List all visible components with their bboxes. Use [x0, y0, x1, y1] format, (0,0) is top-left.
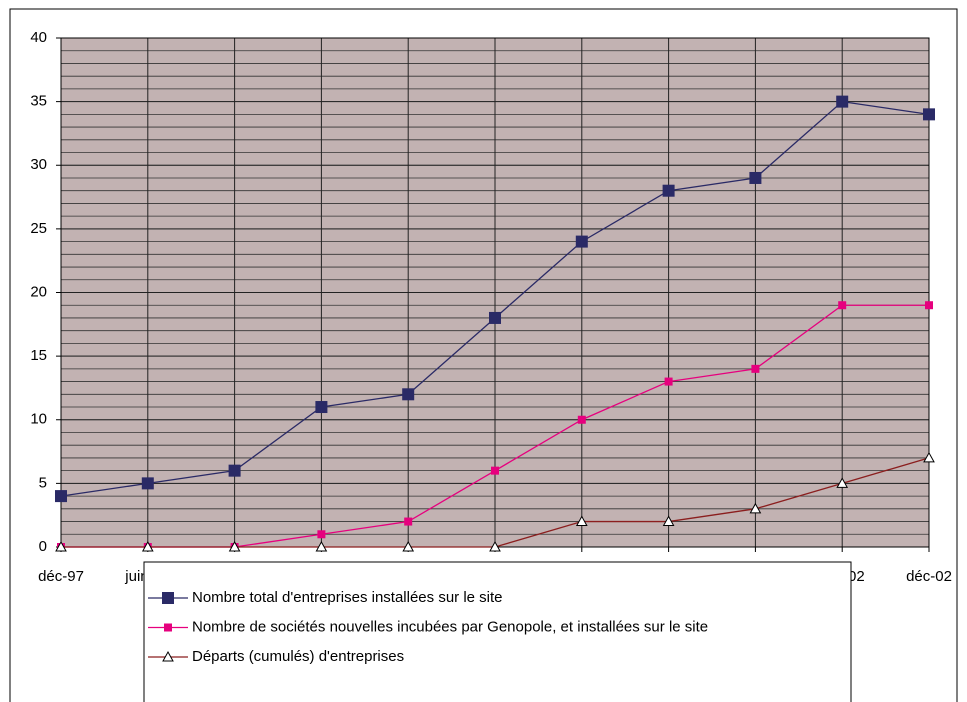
marker [751, 364, 760, 373]
marker [315, 401, 328, 414]
y-tick-label: 30 [30, 156, 47, 173]
marker [402, 388, 415, 401]
marker [575, 235, 588, 248]
marker [402, 540, 415, 552]
y-tick-label: 20 [30, 283, 47, 300]
marker [923, 108, 935, 121]
legend-box [143, 561, 852, 702]
marker [664, 377, 673, 386]
legend-label: Départs (cumulés) d'entreprises [192, 648, 404, 665]
marker [162, 650, 174, 662]
x-tick-label: déc-97 [38, 568, 84, 585]
y-tick-label: 25 [30, 220, 47, 237]
marker [315, 540, 328, 552]
marker [925, 301, 933, 310]
y-tick-label: 40 [30, 29, 47, 46]
y-tick-label: 35 [30, 93, 47, 110]
y-tick-label: 0 [39, 538, 47, 555]
marker [141, 477, 154, 490]
marker [491, 466, 499, 475]
marker [162, 592, 174, 604]
marker [228, 540, 241, 552]
marker [489, 540, 501, 552]
marker [55, 540, 67, 552]
marker [489, 311, 501, 324]
marker [404, 517, 413, 526]
marker [749, 171, 762, 184]
legend-label: Nombre de sociétés nouvelles incubées pa… [192, 618, 708, 635]
marker [838, 301, 847, 310]
marker [836, 95, 849, 108]
marker [749, 502, 762, 514]
legend-label: Nombre total d'entreprises installées su… [192, 589, 503, 606]
marker [228, 464, 241, 477]
marker [662, 184, 675, 197]
marker [575, 515, 588, 527]
marker [317, 530, 326, 539]
marker [923, 451, 935, 463]
marker [836, 477, 849, 488]
marker [164, 623, 172, 632]
y-tick-label: 10 [30, 411, 47, 428]
marker [662, 515, 675, 527]
marker [577, 415, 586, 424]
marker [55, 490, 67, 503]
y-tick-label: 5 [39, 474, 47, 491]
y-tick-label: 15 [30, 347, 47, 364]
marker [141, 540, 154, 552]
x-tick-label: déc-02 [906, 568, 952, 585]
